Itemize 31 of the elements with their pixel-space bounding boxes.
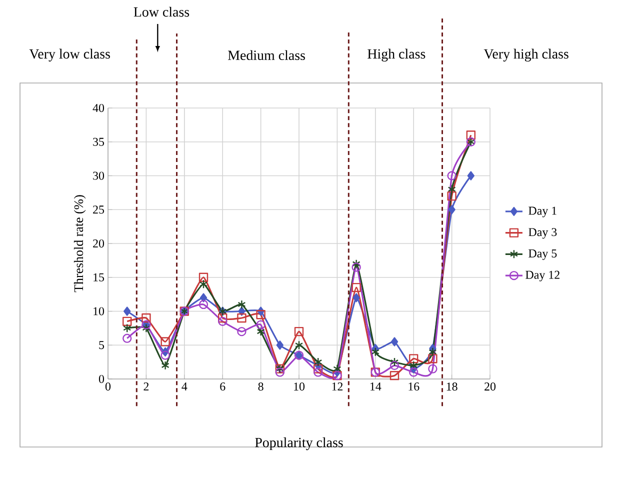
y-tick-label: 25: [93, 206, 104, 214]
x-tick-label: 20: [484, 382, 496, 391]
x-tick-label: 18: [446, 382, 458, 391]
text: Medium class: [228, 50, 305, 60]
legend-label: Day 12: [526, 270, 560, 282]
text: Very high class: [484, 48, 568, 62]
legend-label: Day 3: [528, 228, 557, 239]
legend-label: Day 1: [528, 206, 556, 218]
x-axis-title: Popularity class: [255, 437, 343, 450]
x-tick-label: 4: [182, 382, 188, 390]
legend-label: Day 5: [528, 250, 557, 260]
y-tick-label: 35: [93, 138, 104, 146]
y-tick-label: 5: [99, 341, 104, 350]
x-tick-label: 12: [332, 382, 343, 390]
x-tick-label: 6: [220, 382, 226, 391]
x-tick-label: 8: [258, 382, 264, 391]
x-tick-label: 0: [105, 382, 111, 391]
y-tick-label: 30: [93, 172, 104, 180]
y-axis-title: Threshold rate (%): [74, 195, 86, 292]
x-tick-label: 10: [294, 382, 305, 391]
text: High class: [368, 48, 426, 62]
y-tick-label: 0: [98, 374, 104, 384]
x-tick-label: 2: [144, 382, 149, 390]
y-tick-label: 40: [92, 104, 104, 112]
text: Very low class: [29, 48, 110, 62]
y-tick-label: 10: [94, 307, 104, 316]
y-tick-label: 20: [93, 239, 104, 248]
y-tick-label: 15: [94, 273, 104, 282]
x-tick-label: 16: [408, 382, 420, 391]
text: Low class: [134, 6, 190, 17]
x-tick-label: 14: [370, 382, 382, 390]
